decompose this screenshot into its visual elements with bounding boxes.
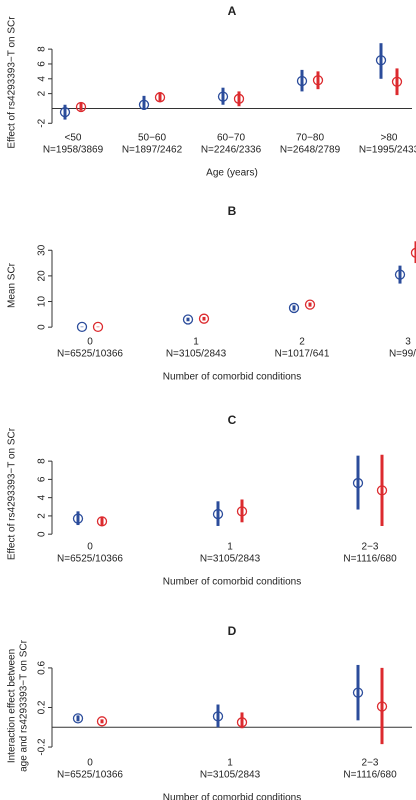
x-tick-label: 2 (299, 337, 305, 348)
x-tick-label: 0 (87, 758, 93, 769)
n-label: N=3105/2843 (200, 554, 261, 565)
x-tick-label: 0 (87, 337, 93, 348)
n-label: N=1958/3869 (43, 145, 104, 156)
panel-title: A (228, 4, 237, 18)
n-label: N=1897/2462 (122, 145, 183, 156)
point (312, 75, 324, 86)
y-tick-label: 6 (37, 61, 48, 67)
x-tick-label: 1 (193, 337, 199, 348)
y-tick-label: 0 (37, 324, 48, 330)
x-tick-label: 1 (227, 542, 233, 553)
x-tick-label: 3 (405, 337, 411, 348)
y-tick-label: 0.2 (37, 700, 48, 714)
point (236, 506, 248, 517)
y-tick-label: 10 (37, 296, 48, 308)
point (391, 76, 403, 87)
x-tick-label: 50−60 (138, 133, 167, 144)
point (138, 99, 150, 110)
point (212, 711, 224, 722)
point (375, 55, 387, 66)
point (72, 513, 84, 524)
point (76, 321, 88, 333)
n-label: N=3105/2843 (200, 770, 261, 781)
x-tick-label: 2−3 (362, 542, 379, 553)
y-tick-label: 2 (37, 513, 48, 519)
y-tick-label: -2 (37, 118, 48, 127)
point (304, 299, 316, 310)
n-label: N=99/39 (389, 349, 416, 360)
x-tick-label: 0 (87, 542, 93, 553)
y-axis-label: Effect of rs4293393−T on SCr (7, 427, 18, 560)
y-axis-label: age and rs4293393−T on SCr (19, 639, 30, 772)
point (182, 314, 194, 325)
n-label: N=1995/2433 (359, 145, 416, 156)
point (236, 717, 248, 728)
point (198, 313, 210, 324)
panel-title: C (228, 413, 237, 427)
n-label: N=3105/2843 (166, 349, 227, 360)
y-tick-label: 4 (37, 494, 48, 500)
point (59, 107, 71, 118)
point (92, 321, 104, 333)
point (410, 247, 416, 258)
point (72, 713, 84, 724)
x-tick-label: 60−70 (217, 133, 246, 144)
x-tick-label: <50 (65, 133, 82, 144)
n-label: N=6525/10366 (57, 554, 123, 565)
y-tick-label: 30 (37, 244, 48, 256)
n-label: N=1017/641 (275, 349, 330, 360)
n-label: N=2648/2789 (280, 145, 341, 156)
point (296, 75, 308, 87)
point (154, 92, 166, 103)
x-axis-label: Age (years) (206, 168, 258, 179)
point (96, 516, 108, 527)
y-tick-label: 20 (37, 270, 48, 282)
y-tick-label: 4 (37, 76, 48, 82)
n-label: N=1116/680 (343, 770, 397, 781)
n-label: N=1116/680 (343, 554, 397, 565)
panel-title: D (228, 624, 237, 638)
n-label: N=2246/2336 (201, 145, 262, 156)
y-tick-label: 0.6 (37, 661, 48, 675)
point (376, 485, 388, 496)
x-axis-label: Number of comorbid conditions (163, 372, 301, 383)
point (96, 716, 108, 727)
point (352, 687, 364, 698)
point (288, 302, 300, 314)
x-axis-label: Number of comorbid conditions (163, 793, 301, 800)
n-label: N=6525/10366 (57, 349, 123, 360)
y-axis-label: Effect of rs4293393−T on SCr (7, 16, 18, 149)
x-tick-label: >80 (381, 133, 398, 144)
y-tick-label: 2 (37, 90, 48, 96)
point (233, 93, 245, 104)
point (75, 101, 87, 113)
x-tick-label: 2−3 (362, 758, 379, 769)
x-axis-label: Number of comorbid conditions (163, 577, 301, 588)
point (376, 701, 388, 712)
y-axis-label: Interaction effect between (7, 649, 18, 763)
point (352, 477, 364, 489)
point (217, 91, 229, 102)
point (212, 508, 224, 520)
panel-title: B (228, 204, 237, 218)
panel: D Interaction effect between age and rs429… (7, 624, 412, 800)
y-tick-label: 0 (37, 531, 48, 537)
y-tick-label: 6 (37, 476, 48, 482)
x-tick-label: 70−80 (296, 133, 325, 144)
n-label: N=6525/10366 (57, 770, 123, 781)
point (394, 269, 406, 280)
y-tick-label: 8 (37, 458, 48, 464)
y-tick-label: 8 (37, 46, 48, 52)
y-tick-label: -0.2 (37, 738, 48, 756)
y-axis-label: Mean SCr (7, 262, 18, 308)
x-tick-label: 1 (227, 758, 233, 769)
